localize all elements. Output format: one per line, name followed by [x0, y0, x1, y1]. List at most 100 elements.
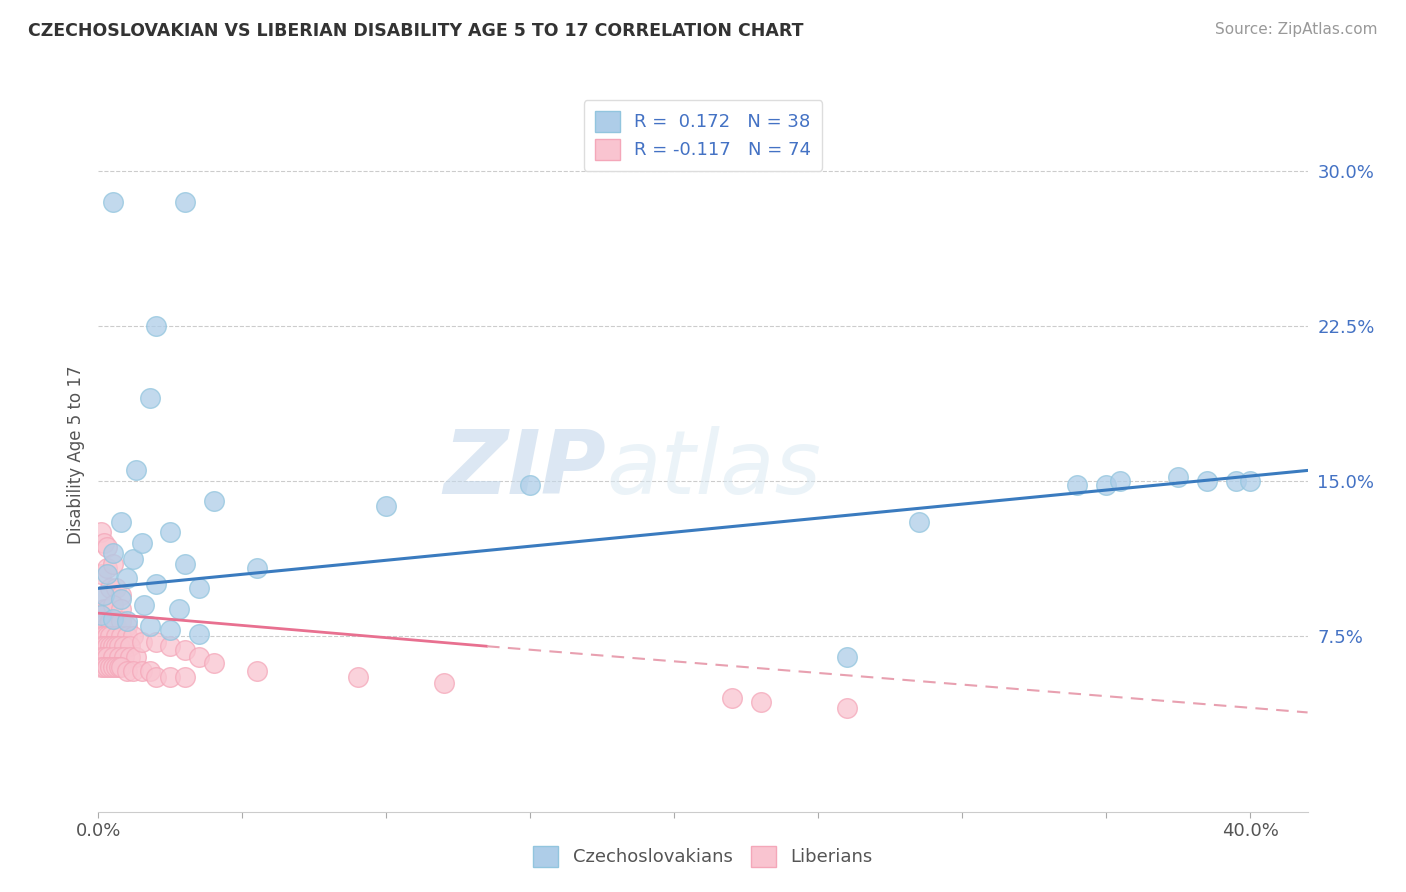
Legend: Czechoslovakians, Liberians: Czechoslovakians, Liberians [526, 838, 880, 874]
Point [1239, 474, 1261, 488]
Point [145, 670, 167, 684]
Text: Source: ZipAtlas.com: Source: ZipAtlas.com [1215, 22, 1378, 37]
Point [96, 649, 118, 664]
Point [1167, 469, 1189, 483]
Point [125, 649, 148, 664]
Point [1095, 478, 1118, 492]
Point [104, 639, 127, 653]
Point [90, 525, 112, 540]
Point [93, 660, 115, 674]
Point [1109, 474, 1132, 488]
Point [835, 649, 858, 664]
Point [145, 577, 167, 591]
Point [134, 598, 156, 612]
Point [120, 649, 142, 664]
Point [159, 623, 181, 637]
Point [433, 676, 456, 690]
Point [93, 588, 115, 602]
Point [98, 582, 121, 596]
Text: atlas: atlas [606, 426, 821, 512]
Point [173, 643, 195, 657]
Point [90, 660, 112, 674]
Point [749, 695, 772, 709]
Point [110, 515, 132, 529]
Point [835, 701, 858, 715]
Point [93, 536, 115, 550]
Point [246, 560, 269, 574]
Point [145, 318, 167, 333]
Point [1066, 478, 1088, 492]
Point [104, 618, 127, 632]
Point [98, 639, 121, 653]
Point [96, 660, 118, 674]
Point [98, 615, 121, 629]
Point [346, 670, 368, 684]
Point [112, 649, 135, 664]
Point [90, 566, 112, 581]
Point [101, 612, 124, 626]
Point [173, 557, 195, 571]
Point [519, 478, 541, 492]
Point [188, 582, 211, 596]
Point [110, 629, 132, 643]
Point [173, 194, 195, 209]
Point [93, 615, 115, 629]
Point [202, 656, 225, 670]
Point [131, 536, 153, 550]
Point [107, 660, 129, 674]
Point [110, 591, 132, 606]
Point [1195, 474, 1218, 488]
Point [139, 618, 162, 632]
Point [101, 649, 124, 664]
Point [96, 618, 118, 632]
Point [110, 588, 132, 602]
Point [93, 639, 115, 653]
Y-axis label: Disability Age 5 to 17: Disability Age 5 to 17 [66, 366, 84, 544]
Point [115, 629, 138, 643]
Point [107, 649, 129, 664]
Point [104, 629, 127, 643]
Point [246, 664, 269, 678]
Point [101, 194, 124, 209]
Point [90, 629, 112, 643]
Point [96, 639, 118, 653]
Point [167, 602, 190, 616]
Point [188, 649, 211, 664]
Point [112, 639, 135, 653]
Point [93, 629, 115, 643]
Point [1225, 474, 1247, 488]
Point [139, 391, 162, 405]
Point [188, 627, 211, 641]
Point [120, 639, 142, 653]
Point [96, 629, 118, 643]
Point [122, 664, 145, 678]
Text: CZECHOSLOVAKIAN VS LIBERIAN DISABILITY AGE 5 TO 17 CORRELATION CHART: CZECHOSLOVAKIAN VS LIBERIAN DISABILITY A… [28, 22, 804, 40]
Point [720, 690, 742, 705]
Text: ZIP: ZIP [443, 425, 606, 513]
Point [90, 639, 112, 653]
Point [96, 602, 118, 616]
Point [96, 566, 118, 581]
Point [98, 629, 121, 643]
Point [90, 608, 112, 623]
Point [110, 615, 132, 629]
Point [159, 525, 181, 540]
Point [101, 546, 124, 560]
Point [93, 649, 115, 664]
Point [107, 639, 129, 653]
Point [115, 615, 138, 629]
Point [122, 629, 145, 643]
Point [115, 618, 138, 632]
Point [110, 660, 132, 674]
Point [98, 660, 121, 674]
Point [131, 664, 153, 678]
Point [90, 608, 112, 623]
Point [101, 660, 124, 674]
Point [908, 515, 931, 529]
Point [125, 463, 148, 477]
Point [159, 639, 181, 653]
Point [104, 582, 127, 596]
Point [93, 588, 115, 602]
Point [104, 660, 127, 674]
Point [96, 540, 118, 554]
